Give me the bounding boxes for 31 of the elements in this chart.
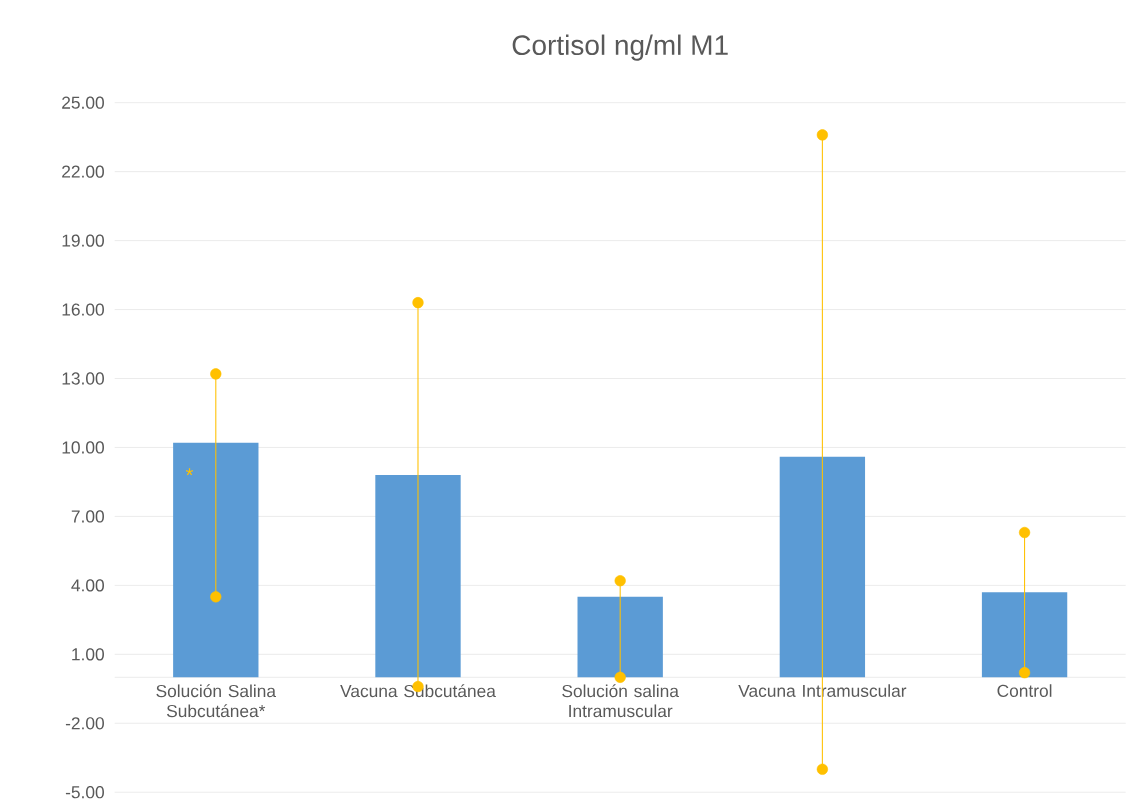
annotation: * [185, 468, 194, 476]
bar [375, 475, 461, 678]
bar [981, 592, 1068, 678]
x-tick-label: Vacuna Subcutánea [340, 684, 496, 698]
point [1018, 526, 1031, 539]
y-tick-label: 19.00 [62, 234, 104, 247]
bar [173, 442, 259, 678]
x-tick-label: Control [997, 684, 1052, 698]
point [412, 297, 424, 309]
y-tick-label: 16.00 [62, 303, 104, 316]
point [816, 763, 828, 775]
y-tick-label: 1.00 [72, 648, 104, 661]
y-tick-label: 7.00 [71, 510, 104, 523]
x-tick-label: Solución salina Intramuscular [562, 684, 679, 718]
chart-title: Cortisol ng/ml M1 [512, 34, 728, 61]
y-tick-label: -2.00 [65, 717, 104, 730]
y-tick-label: -5.00 [65, 786, 104, 799]
x-tick-label: Solución Salina Subcutánea* [156, 684, 277, 718]
y-tick-label: 22.00 [62, 165, 104, 178]
point [816, 129, 828, 141]
point [210, 591, 222, 603]
point [1018, 667, 1031, 679]
point [210, 368, 222, 380]
bar [577, 596, 663, 678]
bar [779, 456, 866, 678]
y-tick-label: 13.00 [62, 372, 104, 385]
y-tick-label: 10.00 [62, 441, 104, 454]
point [614, 575, 626, 587]
y-tick-label: 4.00 [71, 579, 104, 592]
y-tick-label: 25.00 [62, 96, 104, 109]
point [614, 671, 626, 684]
